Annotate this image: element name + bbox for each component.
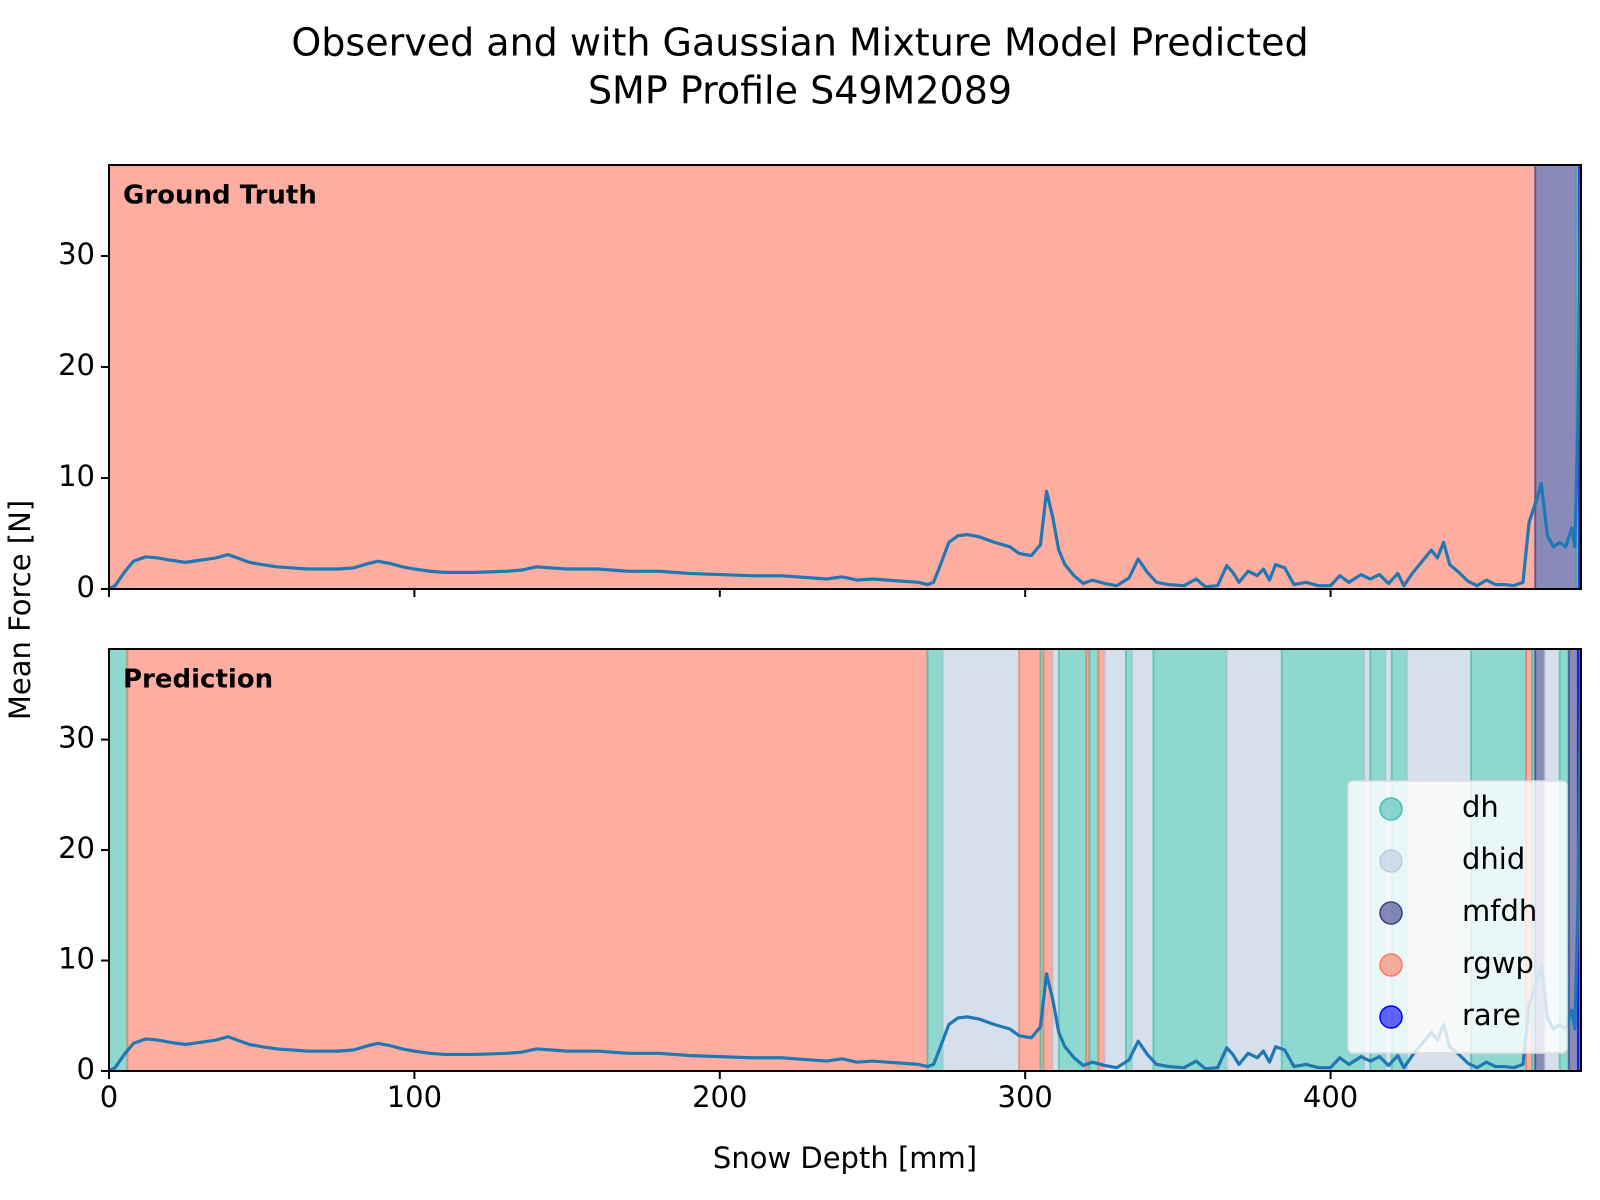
plot-area xyxy=(109,165,1581,589)
class-span xyxy=(109,165,1537,589)
y-tick-label: 20 xyxy=(58,831,95,865)
y-axis-label: Mean Force [N] xyxy=(3,500,37,720)
class-span xyxy=(1088,649,1100,1071)
chart-title: Observed and with Gaussian Mixture Model… xyxy=(291,21,1308,65)
y-tick-label: 0 xyxy=(77,570,95,604)
legend-marker xyxy=(1379,849,1403,873)
class-span xyxy=(1225,649,1283,1071)
plot-area xyxy=(109,649,1581,1071)
chart-subtitle: SMP Profile S49M2089 xyxy=(588,69,1012,113)
x-tick-label: 0 xyxy=(100,1080,118,1114)
legend-label: dh xyxy=(1462,790,1499,824)
class-span xyxy=(1103,649,1127,1071)
legend-label: rare xyxy=(1462,998,1521,1032)
y-tick-label: 20 xyxy=(58,348,95,382)
class-span xyxy=(1018,649,1042,1071)
y-tick-label: 30 xyxy=(58,721,95,755)
legend-marker xyxy=(1379,953,1403,977)
panel-label: Prediction xyxy=(123,665,273,695)
legend-label: dhid xyxy=(1462,842,1525,876)
class-span xyxy=(1042,649,1054,1071)
x-tick-label: 300 xyxy=(998,1080,1053,1114)
axes-frame xyxy=(108,648,1582,1072)
force-line xyxy=(109,167,1581,589)
x-tick-label: 400 xyxy=(1303,1080,1358,1114)
x-tick-label: 200 xyxy=(692,1080,747,1114)
class-span xyxy=(109,649,129,1071)
class-span xyxy=(926,649,944,1071)
class-span xyxy=(1534,165,1578,589)
y-tick-label: 10 xyxy=(58,459,95,493)
y-tick-label: 30 xyxy=(58,237,95,271)
legend-label: mfdh xyxy=(1462,894,1537,928)
class-span xyxy=(1131,649,1155,1071)
legend-marker xyxy=(1379,901,1403,925)
legend-box xyxy=(1347,780,1568,1054)
panel-label: Ground Truth xyxy=(123,181,317,211)
axes-frame xyxy=(108,164,1582,590)
legend-label: rgwp xyxy=(1462,946,1534,980)
class-span xyxy=(1152,649,1228,1071)
y-tick-label: 10 xyxy=(58,942,95,976)
class-span xyxy=(1057,649,1088,1071)
y-tick-label: 0 xyxy=(77,1052,95,1086)
class-span xyxy=(126,649,929,1071)
x-axis-label: Snow Depth [mm] xyxy=(713,1141,977,1175)
legend-marker xyxy=(1379,1005,1403,1029)
class-span xyxy=(941,649,1021,1071)
legend-marker xyxy=(1379,797,1403,821)
x-tick-label: 100 xyxy=(387,1080,442,1114)
